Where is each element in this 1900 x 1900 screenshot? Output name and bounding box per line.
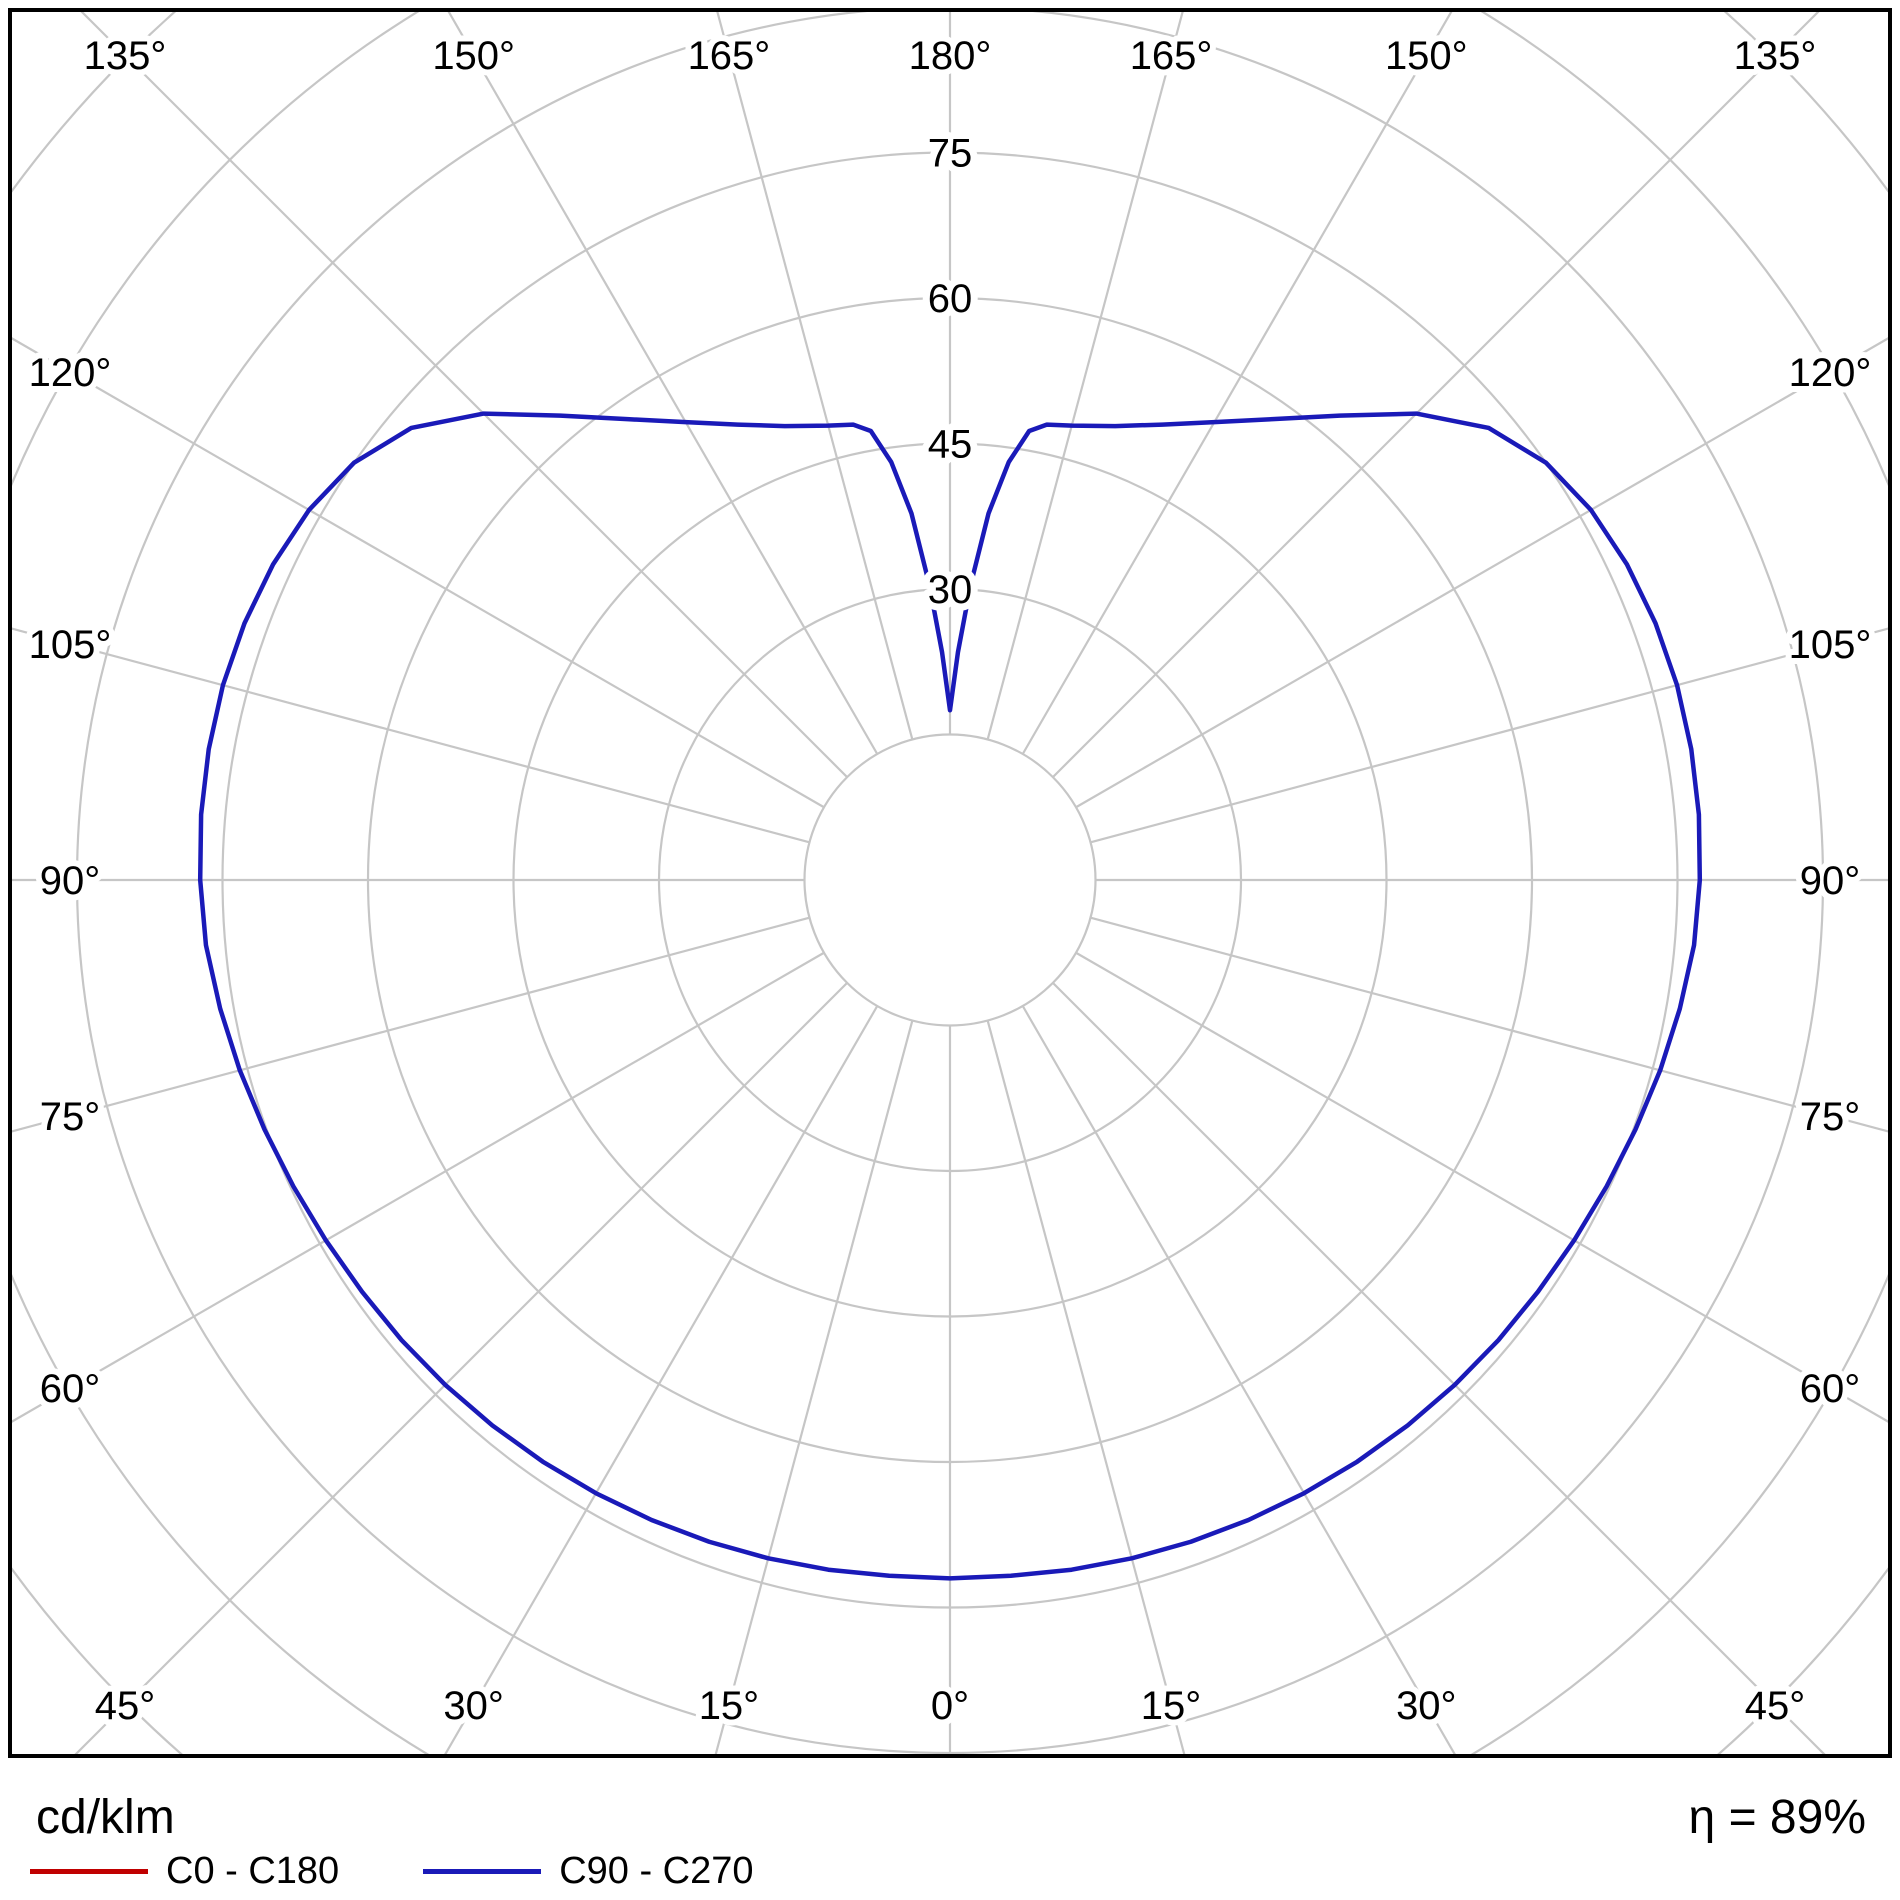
radial-tick-label: 45 xyxy=(928,423,973,467)
angle-label: 45° xyxy=(1745,1684,1806,1728)
legend-item-c90-c270: C90 - C270 xyxy=(423,1850,754,1893)
angle-label: 135° xyxy=(84,34,167,78)
angle-label: 120° xyxy=(1789,351,1872,395)
angle-label: 15° xyxy=(1141,1684,1202,1728)
chart-frame xyxy=(8,8,1892,1758)
radial-tick-label: 75 xyxy=(928,132,973,176)
angle-label: 180° xyxy=(909,34,992,78)
angle-label: 90° xyxy=(40,859,101,903)
efficiency-label: η = 89% xyxy=(1688,1791,1866,1844)
angle-label: 30° xyxy=(443,1684,504,1728)
legend-swatch-c0-c180 xyxy=(30,1869,148,1874)
angle-label: 60° xyxy=(1800,1367,1861,1411)
angle-label: 135° xyxy=(1734,34,1817,78)
legend-item-c0-c180: C0 - C180 xyxy=(30,1850,339,1893)
angle-label: 105° xyxy=(1789,623,1872,667)
polar-grid xyxy=(12,12,1888,1754)
angle-label: 45° xyxy=(95,1684,156,1728)
angle-label: 120° xyxy=(29,351,112,395)
angle-label: 0° xyxy=(931,1684,969,1728)
units-label: cd/klm xyxy=(36,1791,175,1844)
angle-label: 150° xyxy=(432,34,515,78)
legend: C0 - C180 C90 - C270 xyxy=(30,1850,754,1893)
angle-label: 105° xyxy=(29,623,112,667)
radial-tick-label: 60 xyxy=(928,277,973,321)
polar-chart: 30 45 60 75 0° 15° 15° 30° 30° 45° 45° 60° 60° 75° 75°… xyxy=(8,8,1892,1758)
angle-label: 60° xyxy=(40,1367,101,1411)
radial-tick-label: 30 xyxy=(928,568,973,612)
legend-swatch-c90-c270 xyxy=(423,1869,542,1874)
radial-tick-labels: 30 45 60 75 xyxy=(921,125,980,620)
angle-label: 90° xyxy=(1800,859,1861,903)
angle-label: 150° xyxy=(1385,34,1468,78)
angle-label: 165° xyxy=(1130,34,1213,78)
intensity-curve-C90-C270 xyxy=(197,411,1703,1581)
legend-label-c90-c270: C90 - C270 xyxy=(559,1850,754,1892)
angle-label: 15° xyxy=(699,1684,760,1728)
angle-label: 75° xyxy=(40,1095,101,1139)
legend-label-c0-c180: C0 - C180 xyxy=(166,1850,340,1892)
angle-labels: 0° 15° 15° 30° 30° 45° 45° 60° 60° 75° 75° 90° 90° 10… xyxy=(23,28,1878,1734)
angle-label: 75° xyxy=(1800,1095,1861,1139)
angle-label: 30° xyxy=(1396,1684,1457,1728)
angle-label: 165° xyxy=(688,34,771,78)
